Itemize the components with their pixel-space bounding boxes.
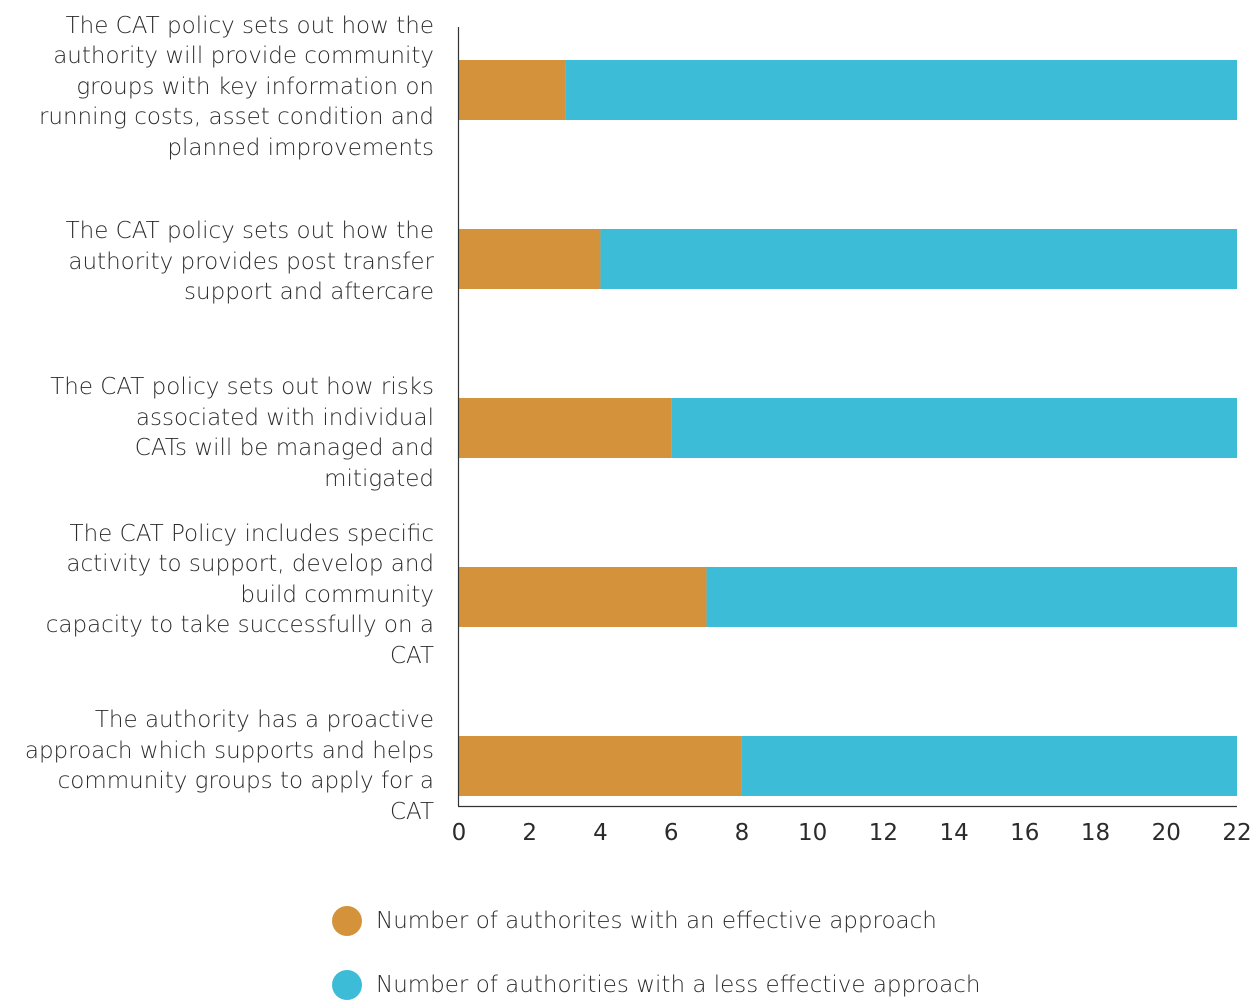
x-tick-label-18: 18 [1081, 820, 1110, 846]
legend-item-effective: Number of authorites with an effective a… [332, 906, 937, 936]
category-label-2: The CAT policy sets out how the authority… [10, 216, 434, 308]
category-label-line: The CAT Policy includes specific [69, 520, 434, 547]
x-axis-ticks: 0 2 4 6 8 10 12 14 16 18 20 22 [452, 805, 1252, 846]
legend-swatch-less-effective [332, 970, 362, 1000]
x-tick-label-16: 16 [1010, 820, 1039, 846]
category-label-line: capacity to take successfully on a [45, 612, 434, 639]
x-tick-label-6: 6 [664, 820, 679, 846]
category-label-5: The authority has a proactive approach wh… [10, 705, 434, 827]
category-label-line: running costs, asset condition and [38, 104, 434, 131]
bar-less-effective-5 [741, 736, 1237, 796]
x-tick-label-2: 2 [522, 820, 537, 846]
x-tick-label-14: 14 [939, 820, 968, 846]
category-label-line: associated with individual [135, 404, 434, 431]
category-label-line: build community [240, 581, 434, 608]
category-label-line: The CAT policy sets out how risks [50, 374, 434, 400]
legend-label-less-effective: Number of authorities with a less effect… [376, 972, 981, 998]
x-tick-label-12: 12 [869, 820, 898, 846]
x-tick-label-22: 22 [1222, 820, 1251, 846]
legend-swatch-effective [332, 906, 362, 936]
legend-label-effective: Number of authorites with an effective a… [376, 908, 937, 934]
category-label-3: The CAT policy sets out how risks associa… [10, 372, 434, 494]
category-label-line: authority will provide community [53, 43, 434, 70]
category-label-1: The CAT policy sets out how the authority… [10, 11, 434, 164]
bar-less-effective-3 [671, 398, 1237, 458]
category-label-line: authority provides post transfer [68, 248, 434, 275]
x-tick-label-8: 8 [735, 820, 750, 846]
category-label-line: planned improvements [167, 134, 434, 161]
bar-less-effective-1 [565, 60, 1237, 120]
bar-effective-4 [459, 567, 707, 627]
x-tick-label-20: 20 [1152, 820, 1181, 846]
legend-item-less-effective: Number of authorities with a less effect… [332, 970, 980, 1000]
category-label-line: The CAT policy sets out how the [65, 12, 434, 39]
bar-effective-2 [459, 229, 601, 289]
category-label-line: groups with key information on [76, 73, 434, 100]
category-label-line: CATs will be managed and [134, 435, 434, 461]
category-label-line: CAT [389, 642, 434, 669]
category-label-line: approach which supports and helps [24, 737, 434, 764]
category-label-4: The CAT Policy includes specific activity… [10, 519, 434, 672]
category-label-line: The authority has a proactive [94, 707, 434, 733]
x-tick-label-0: 0 [452, 820, 467, 846]
category-label-line: activity to support, develop and [66, 551, 434, 578]
category-label-line: CAT [389, 798, 434, 825]
bars-group [459, 60, 1237, 796]
category-label-line: community groups to apply for a [57, 768, 434, 794]
bar-effective-1 [459, 60, 566, 120]
category-label-line: support and aftercare [184, 279, 434, 306]
bar-less-effective-4 [706, 567, 1237, 627]
bar-effective-3 [459, 398, 672, 458]
bar-effective-5 [459, 736, 742, 796]
x-tick-label-4: 4 [593, 820, 608, 846]
bar-less-effective-2 [600, 229, 1237, 289]
category-label-line: The CAT policy sets out how the [65, 218, 434, 245]
x-tick-label-10: 10 [798, 820, 827, 846]
category-label-line: mitigated [324, 465, 434, 492]
